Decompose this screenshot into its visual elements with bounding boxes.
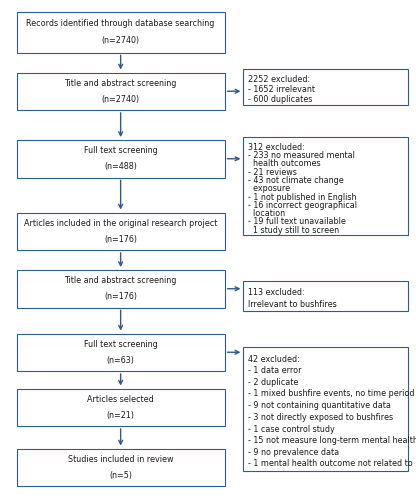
Text: - 15 not measure long-term mental health issues: - 15 not measure long-term mental health… (248, 436, 416, 445)
FancyBboxPatch shape (17, 448, 225, 486)
Text: - 3 not directly exposed to bushfires: - 3 not directly exposed to bushfires (248, 413, 394, 422)
Text: - 19 full text unavailable: - 19 full text unavailable (248, 218, 346, 226)
Text: Title and abstract screening: Title and abstract screening (64, 79, 177, 88)
Text: - 1 case control study: - 1 case control study (248, 424, 335, 434)
Text: - 600 duplicates: - 600 duplicates (248, 94, 313, 104)
FancyBboxPatch shape (17, 12, 225, 52)
Text: exposure: exposure (248, 184, 290, 193)
Text: - 9 not containing quantitative data: - 9 not containing quantitative data (248, 401, 391, 410)
Text: - 21 reviews: - 21 reviews (248, 168, 297, 176)
Text: - 1652 irrelevant: - 1652 irrelevant (248, 85, 315, 94)
FancyBboxPatch shape (243, 138, 408, 235)
Text: 42 excluded:: 42 excluded: (248, 354, 300, 364)
Text: - 1 not published in English: - 1 not published in English (248, 192, 357, 202)
Text: (n=488): (n=488) (104, 162, 137, 171)
Text: Full text screening: Full text screening (84, 340, 158, 349)
FancyBboxPatch shape (243, 69, 408, 105)
FancyBboxPatch shape (243, 281, 408, 311)
Text: 312 excluded:: 312 excluded: (248, 143, 305, 152)
Text: 2252 excluded:: 2252 excluded: (248, 76, 310, 84)
FancyBboxPatch shape (17, 140, 225, 177)
Text: (n=176): (n=176) (104, 292, 137, 301)
Text: location: location (248, 209, 285, 218)
Text: - 1 mixed bushfire events, no time period: - 1 mixed bushfire events, no time perio… (248, 390, 415, 398)
FancyBboxPatch shape (243, 347, 408, 471)
Text: Title and abstract screening: Title and abstract screening (64, 276, 177, 285)
FancyBboxPatch shape (17, 72, 225, 110)
Text: (n=63): (n=63) (106, 356, 135, 364)
Text: Articles included in the original research project: Articles included in the original resear… (24, 219, 217, 228)
Text: - 233 no measured mental: - 233 no measured mental (248, 151, 355, 160)
Text: - 1 data error: - 1 data error (248, 366, 302, 375)
Text: (n=176): (n=176) (104, 234, 137, 244)
FancyBboxPatch shape (17, 334, 225, 371)
Text: - 2 duplicate: - 2 duplicate (248, 378, 299, 387)
Text: 113 excluded:: 113 excluded: (248, 288, 305, 298)
Text: - 43 not climate change: - 43 not climate change (248, 176, 344, 185)
Text: Studies included in review: Studies included in review (68, 455, 173, 464)
Text: - 16 incorrect geographical: - 16 incorrect geographical (248, 201, 357, 210)
Text: (n=21): (n=21) (106, 410, 135, 420)
Text: - 9 no prevalence data: - 9 no prevalence data (248, 448, 339, 457)
FancyBboxPatch shape (17, 212, 225, 250)
Text: 1 study still to screen: 1 study still to screen (248, 226, 339, 234)
Text: Irrelevant to bushfires: Irrelevant to bushfires (248, 300, 337, 308)
Text: Articles selected: Articles selected (87, 395, 154, 404)
Text: - 1 mental health outcome not related to bushfire: - 1 mental health outcome not related to… (248, 460, 416, 468)
Text: health outcomes: health outcomes (248, 160, 321, 168)
Text: (n=2740): (n=2740) (102, 36, 140, 45)
Text: (n=2740): (n=2740) (102, 94, 140, 104)
Text: Records identified through database searching: Records identified through database sear… (27, 19, 215, 28)
FancyBboxPatch shape (17, 388, 225, 426)
FancyBboxPatch shape (17, 270, 225, 308)
Text: Full text screening: Full text screening (84, 146, 158, 156)
Text: (n=5): (n=5) (109, 470, 132, 480)
